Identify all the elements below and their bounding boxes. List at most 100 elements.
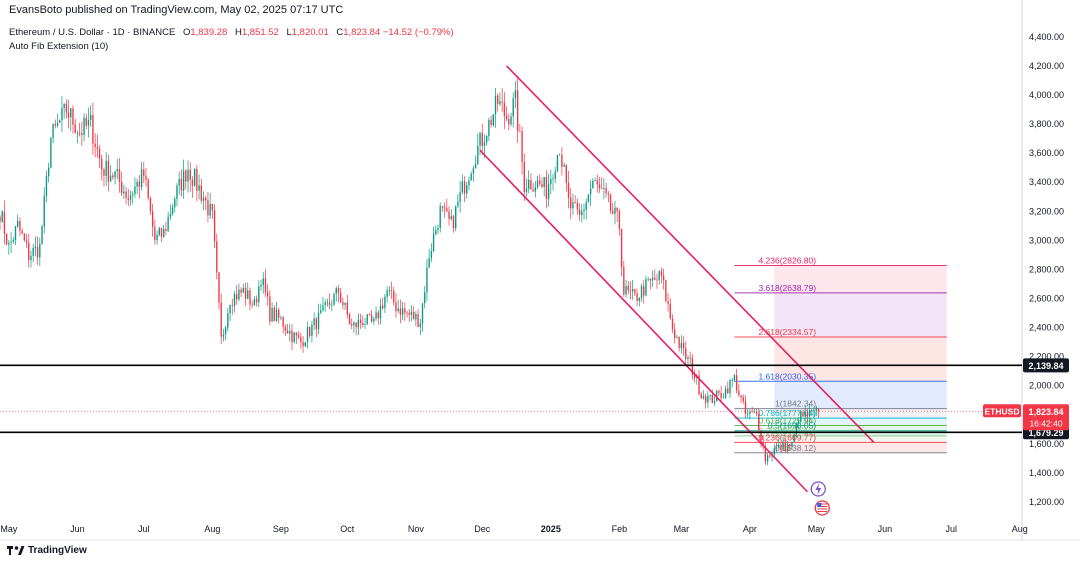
candle — [395, 293, 397, 318]
candle — [656, 273, 658, 289]
candle-body — [689, 357, 691, 359]
candle — [605, 182, 607, 198]
symbol-name[interactable]: Ethereum / U.S. Dollar · 1D · BINANCE — [9, 27, 176, 38]
candle-body — [397, 308, 399, 312]
candle-body — [618, 211, 621, 229]
candle — [163, 224, 165, 238]
candle-body — [468, 180, 470, 186]
candle-body — [534, 187, 537, 192]
candle-body — [530, 179, 532, 190]
candle-body — [278, 309, 280, 318]
candle-body — [105, 160, 107, 176]
candle — [654, 269, 656, 281]
level-price-tag-text: 2,139.84 — [1028, 361, 1063, 371]
candle-body — [634, 289, 636, 294]
candle-body — [63, 103, 65, 108]
candle — [808, 403, 811, 422]
candle-body — [755, 411, 758, 414]
candle-body — [676, 337, 678, 338]
candle — [541, 177, 543, 189]
candle — [107, 154, 110, 192]
candle — [674, 322, 676, 344]
candle — [817, 408, 820, 418]
candle — [280, 315, 282, 321]
candle-body — [492, 114, 494, 126]
candle — [138, 175, 141, 199]
candle — [165, 221, 167, 236]
candle-body — [98, 148, 101, 159]
candle — [709, 394, 711, 401]
candle-body — [264, 278, 267, 293]
candle-body — [342, 301, 344, 305]
candle-body — [749, 411, 751, 414]
candle-body — [331, 304, 333, 306]
candle — [645, 275, 647, 297]
candle — [481, 123, 483, 155]
candle — [638, 296, 640, 307]
candle-body — [775, 447, 778, 449]
candle — [207, 192, 209, 223]
candle — [382, 297, 384, 310]
candle-body — [572, 202, 574, 209]
y-tick-label: 4,200.00 — [1029, 61, 1064, 71]
candle — [459, 180, 461, 213]
candle-body — [421, 303, 424, 324]
candle-body — [607, 193, 610, 195]
candle-body — [143, 169, 145, 176]
candle-body — [163, 228, 165, 237]
candle-body — [375, 312, 377, 319]
tradingview-logo-text: TradingView — [28, 545, 87, 556]
candle-body — [665, 280, 667, 302]
candle — [72, 105, 74, 134]
candle-body — [315, 318, 318, 329]
candle — [578, 203, 581, 222]
y-tick-label: 3,800.00 — [1029, 119, 1064, 129]
candle — [216, 233, 218, 280]
candle-body — [561, 154, 563, 167]
candle-body — [393, 290, 395, 303]
candle — [255, 295, 258, 307]
candle — [233, 291, 236, 313]
candle-body — [165, 228, 167, 231]
candle — [94, 132, 96, 158]
candle — [789, 443, 791, 451]
candle-body — [541, 183, 543, 188]
candle — [76, 130, 79, 144]
candle — [581, 204, 583, 223]
symbol-legend: Ethereum / U.S. Dollar · 1D · BINANCE O1… — [9, 27, 454, 38]
indicator-legend[interactable]: Auto Fib Extension (10) — [9, 41, 109, 52]
candle — [359, 313, 362, 329]
candle-body — [114, 171, 116, 178]
candle-body — [306, 327, 309, 343]
candle — [342, 297, 344, 310]
candle-body — [795, 423, 798, 435]
candle — [328, 293, 331, 310]
candle-body — [224, 327, 227, 335]
candle — [59, 119, 61, 123]
candle-body — [23, 233, 26, 241]
candle-body — [722, 397, 725, 399]
candle — [404, 302, 406, 321]
candle-body — [435, 230, 437, 235]
candle — [218, 271, 220, 310]
candle-body — [43, 195, 45, 227]
candle-body — [777, 444, 780, 448]
candle — [747, 409, 749, 419]
candle-body — [370, 314, 373, 322]
candle — [3, 200, 6, 245]
candle — [618, 208, 621, 236]
candle — [742, 394, 744, 404]
candle — [497, 93, 499, 112]
candle-body — [242, 288, 245, 293]
candle-body — [351, 324, 353, 326]
candle — [601, 177, 603, 190]
candle — [61, 96, 63, 133]
candle — [616, 207, 618, 222]
candle-body — [408, 313, 410, 315]
candle — [751, 406, 753, 413]
candle — [331, 299, 333, 312]
candle-body — [357, 319, 360, 328]
candle-body — [751, 411, 753, 413]
fib-level-label: 0(1538.12) — [775, 443, 816, 453]
